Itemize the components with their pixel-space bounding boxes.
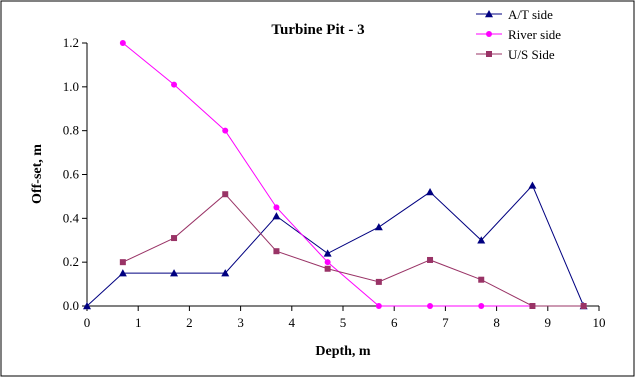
y-tick-label: 0.0 <box>63 298 79 313</box>
data-point-river-side <box>171 81 178 88</box>
x-axis-title: Depth, m <box>315 344 371 359</box>
plot-area <box>87 43 599 306</box>
data-point-a-t-side <box>272 212 281 220</box>
data-point-u-s-side <box>119 259 126 266</box>
data-point-a-t-side <box>118 269 127 277</box>
series-layer <box>83 40 588 310</box>
series-a-t-side <box>83 181 588 310</box>
chart-title: Turbine Pit - 3 <box>271 22 364 38</box>
x-tick-label: 7 <box>442 315 449 330</box>
data-point-river-side <box>375 303 382 309</box>
data-point-a-t-side <box>477 236 486 244</box>
x-tick-label: 9 <box>545 315 552 330</box>
data-point-a-t-side <box>323 249 332 257</box>
data-point-river-side <box>324 259 331 266</box>
data-point-u-s-side <box>427 256 434 263</box>
data-point-u-s-side <box>529 303 536 309</box>
x-tick-label: 5 <box>340 315 347 330</box>
series-u-s-side <box>119 191 587 309</box>
legend-label: U/S Side <box>508 47 555 62</box>
data-point-river-side <box>119 40 126 46</box>
legend-label: River side <box>508 27 561 42</box>
data-point-u-s-side <box>478 276 485 283</box>
legend-marker <box>486 31 492 37</box>
legend: A/T side River side U/S Side <box>476 7 561 62</box>
data-point-a-t-side <box>221 269 230 277</box>
data-point-a-t-side <box>170 269 179 277</box>
data-point-river-side <box>222 127 229 134</box>
legend-marker <box>486 51 492 57</box>
data-point-a-t-side <box>83 302 91 310</box>
y-axis-title: Off-set, m <box>30 144 45 204</box>
data-point-a-t-side <box>374 223 383 231</box>
y-tick-label: 1.2 <box>63 35 79 50</box>
x-tick-label: 0 <box>84 315 91 330</box>
data-point-river-side <box>478 303 485 309</box>
legend-item-a-t-side: A/T side <box>476 7 553 22</box>
legend-label: A/T side <box>508 7 553 22</box>
x-tick-label: 8 <box>493 315 500 330</box>
data-point-river-side <box>427 303 434 309</box>
y-tick-label: 1.0 <box>63 79 79 94</box>
x-tick-label: 3 <box>237 315 244 330</box>
y-tick-label: 0.2 <box>63 254 79 269</box>
y-tick-label: 0.4 <box>63 210 80 225</box>
legend-item-river-side: River side <box>476 27 561 42</box>
data-point-a-t-side <box>426 188 435 196</box>
data-point-u-s-side <box>222 191 229 198</box>
data-point-u-s-side <box>324 265 331 272</box>
data-point-u-s-side <box>273 248 280 255</box>
data-point-u-s-side <box>171 235 178 242</box>
data-point-a-t-side <box>528 181 537 189</box>
series-line-river-side <box>122 42 584 307</box>
legend-item-u-s-side: U/S Side <box>476 47 555 62</box>
x-tick-label: 6 <box>391 315 398 330</box>
y-tick-label: 0.8 <box>63 123 79 138</box>
legend-marker <box>485 10 493 18</box>
x-tick-label: 2 <box>186 315 193 330</box>
series-line-u-s-side <box>122 193 584 307</box>
axes: 0.0 0.2 0.4 0.6 0.8 1.0 1.2 0 1 2 3 4 5 6 7 8 9 10 <box>63 35 606 330</box>
x-tick-label: 1 <box>135 315 142 330</box>
data-point-river-side <box>273 204 280 211</box>
x-tick-label: 10 <box>593 315 606 330</box>
data-point-u-s-side <box>375 278 382 285</box>
data-point-u-s-side <box>580 303 587 309</box>
y-tick-label: 0.6 <box>63 167 80 182</box>
x-tick-label: 4 <box>289 315 296 330</box>
